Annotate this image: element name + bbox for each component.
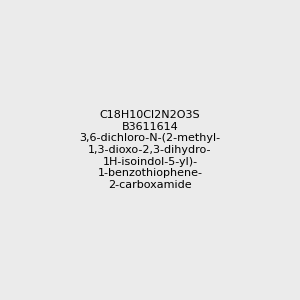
Text: C18H10Cl2N2O3S
B3611614
3,6-dichloro-N-(2-methyl-
1,3-dioxo-2,3-dihydro-
1H-isoi: C18H10Cl2N2O3S B3611614 3,6-dichloro-N-(… bbox=[80, 110, 220, 190]
